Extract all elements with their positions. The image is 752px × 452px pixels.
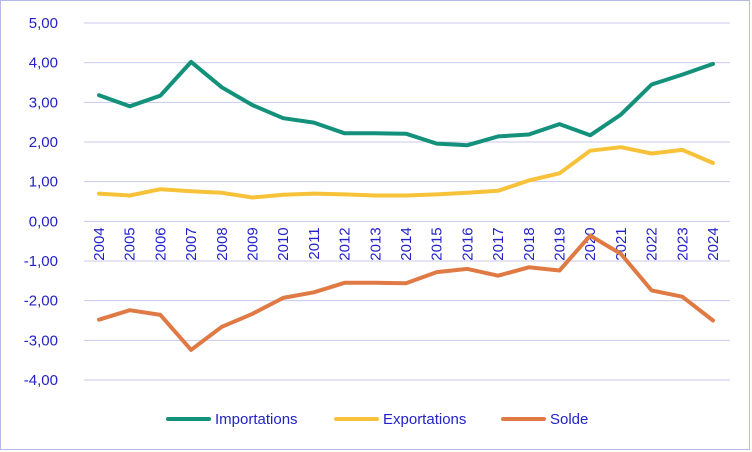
x-tick-label: 2013 — [367, 227, 384, 260]
x-tick-label: 2018 — [521, 227, 538, 260]
x-tick-label: 2010 — [275, 227, 292, 260]
legend-label: Solde — [550, 411, 588, 428]
series-line-solde — [97, 233, 715, 352]
x-tick-label: 2005 — [122, 227, 139, 260]
x-tick-label: 2019 — [552, 227, 569, 260]
x-tick-label: 2012 — [337, 227, 354, 260]
legend: Importations Exportations Solde — [166, 411, 588, 428]
y-tick-label: 1,00 — [29, 174, 58, 191]
y-tick-label: 3,00 — [29, 94, 58, 111]
y-tick-label: -2,00 — [24, 293, 58, 310]
y-tick-label: -3,00 — [24, 332, 58, 349]
y-tick-label: 5,00 — [29, 15, 58, 32]
x-tick-label: 2009 — [245, 227, 262, 260]
x-tick-label: 2006 — [152, 227, 169, 260]
y-tick-label: 4,00 — [29, 55, 58, 72]
y-tick-label: 2,00 — [29, 134, 58, 151]
x-tick-label: 2004 — [91, 227, 108, 260]
x-tick-label: 2017 — [490, 227, 507, 260]
x-tick-label: 2011 — [306, 227, 323, 259]
x-axis-ticks: 2004 2005 2006 2007 2008 2009 2010 2011 2012 2013… — [91, 227, 722, 260]
x-tick-label: 2016 — [459, 227, 476, 260]
y-tick-label: -1,00 — [24, 253, 58, 270]
x-tick-label: 2008 — [214, 227, 231, 260]
x-tick-label: 2007 — [183, 227, 200, 260]
x-tick-label: 2024 — [705, 227, 722, 260]
y-axis-ticks: 5,00 4,00 3,00 2,00 1,00 0,00 -1,00 -2,00 -3,00 -… — [24, 15, 58, 389]
y-tick-label: 0,00 — [29, 213, 58, 230]
series-line-importations — [97, 59, 715, 148]
y-tick-label: -4,00 — [24, 372, 58, 389]
x-tick-label: 2022 — [644, 227, 661, 260]
legend-label: Importations — [215, 411, 298, 428]
legend-label: Exportations — [383, 411, 466, 428]
x-tick-label: 2020 — [582, 227, 599, 260]
gridlines — [84, 22, 730, 381]
series-line-exportations — [97, 145, 715, 200]
x-tick-label: 2014 — [398, 227, 415, 260]
series-lines — [97, 59, 715, 352]
x-tick-label: 2015 — [429, 227, 446, 260]
x-tick-label: 2023 — [674, 227, 691, 260]
